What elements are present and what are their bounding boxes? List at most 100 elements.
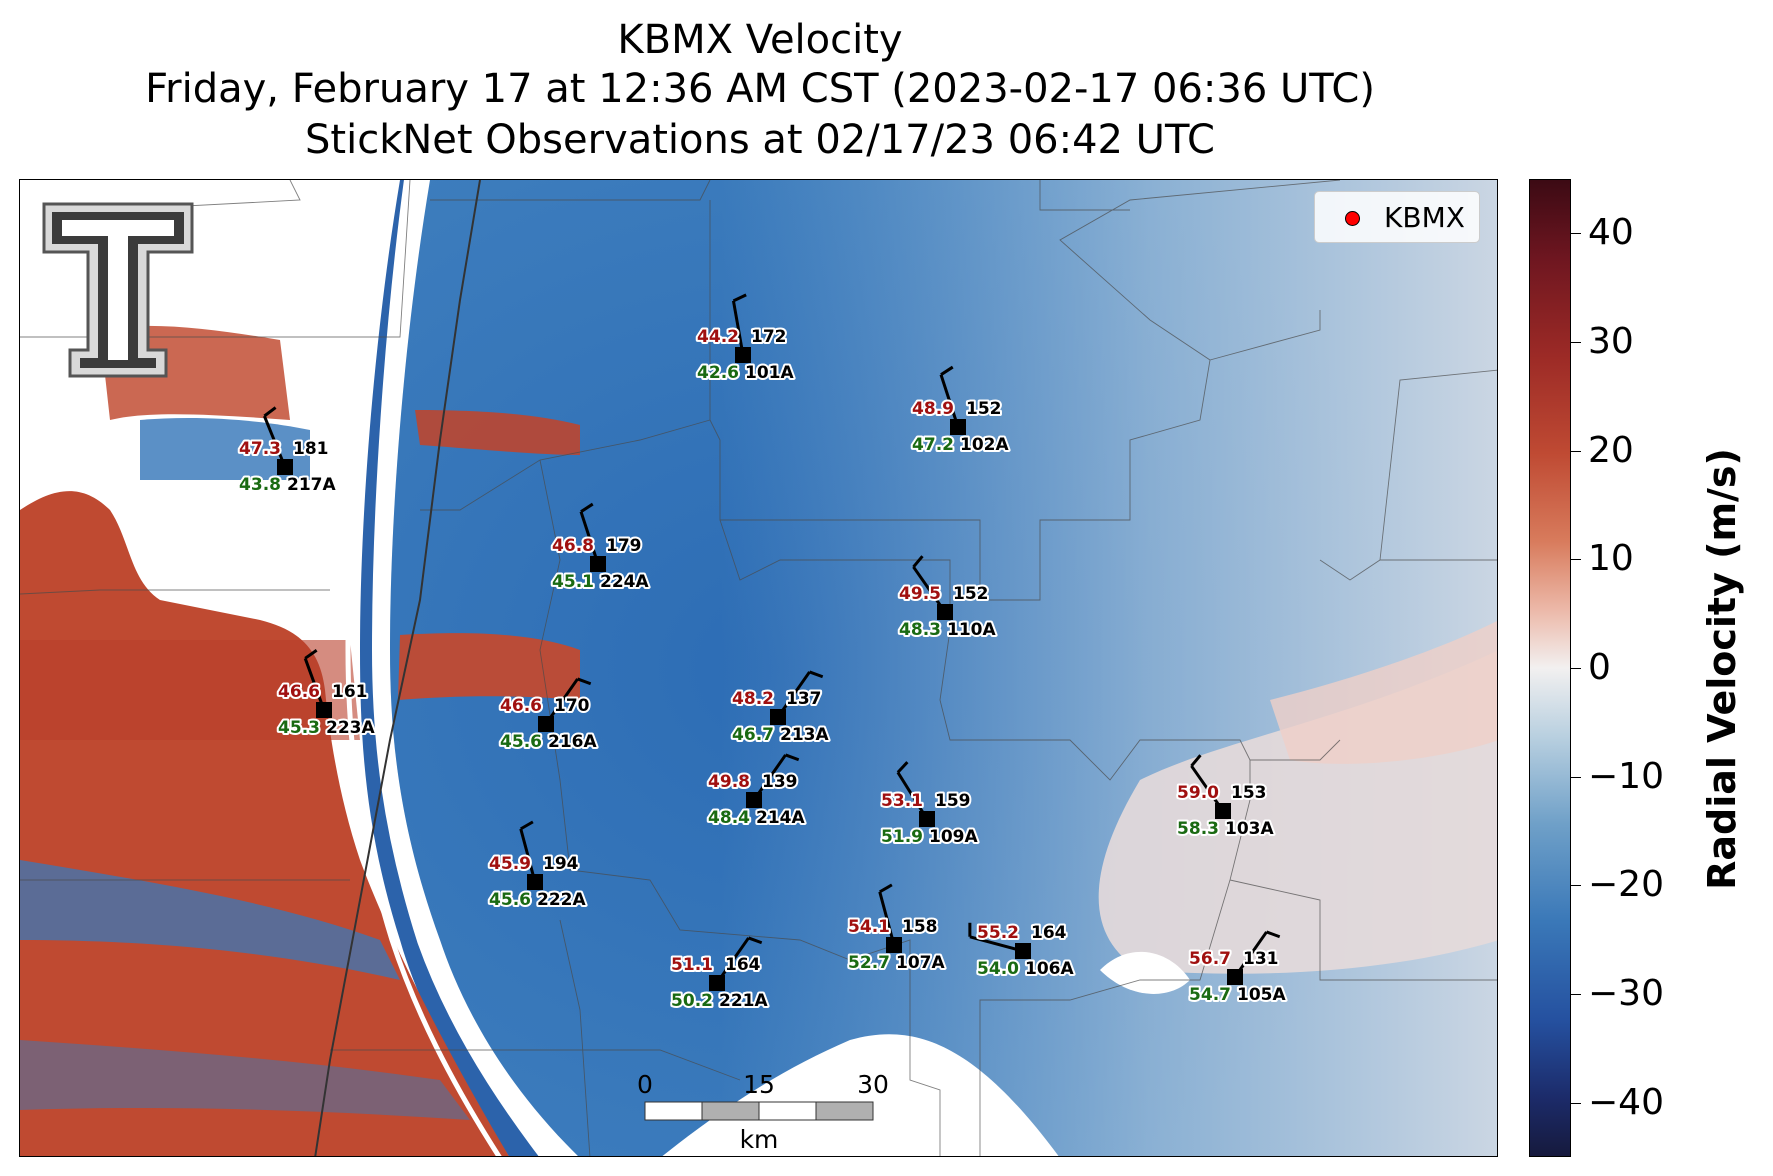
- state-border: [314, 180, 481, 1156]
- radar-site-marker-icon: [1345, 211, 1360, 226]
- scale-label-15: 15: [743, 1070, 775, 1099]
- station-id-label: 109A: [929, 827, 978, 847]
- station-red-value: 54.1: [848, 917, 890, 937]
- station-221a: 51.1 164 50.2 221A: [669, 936, 770, 1013]
- wind-barb-flag: [520, 820, 534, 831]
- wind-barb-flag: [912, 555, 924, 568]
- station-direction-value: 161: [332, 682, 368, 702]
- station-id-label: 105A: [1237, 985, 1286, 1005]
- wind-barb-flag: [785, 753, 800, 762]
- colorbar-tick: [1571, 1102, 1581, 1104]
- station-red-value: 48.9: [912, 399, 954, 419]
- colorbar-tick: [1571, 668, 1581, 669]
- station-direction-value: 131: [1243, 949, 1279, 969]
- station-green-value: 43.8: [239, 475, 281, 495]
- colorbar-tick-label: 30: [1588, 321, 1634, 362]
- station-red-value: 46.6: [500, 696, 542, 716]
- station-direction-value: 152: [966, 399, 1002, 419]
- station-green-value: 54.7: [1189, 985, 1231, 1005]
- station-224a: 46.8 179 45.1 224A: [550, 502, 651, 594]
- colorbar-title: Radial Velocity (m/s): [1700, 448, 1744, 890]
- station-red-value: 49.5: [899, 584, 941, 604]
- station-green-value: 50.2: [671, 991, 713, 1011]
- station-red-value: 48.2: [732, 689, 774, 709]
- station-marker-icon: [709, 975, 725, 991]
- wind-barb-flag: [879, 883, 893, 894]
- station-green-value: 45.3: [278, 718, 320, 738]
- station-marker-icon: [937, 604, 953, 620]
- station-marker-icon: [1227, 969, 1243, 985]
- wind-barb-shaft: [519, 828, 537, 883]
- colorbar-tick: [1571, 559, 1581, 561]
- station-id-label: 107A: [896, 953, 945, 973]
- station-id-label: 213A: [780, 725, 829, 745]
- station-id-label: 103A: [1225, 819, 1274, 839]
- station-green-value: 47.2: [912, 435, 954, 455]
- station-marker-icon: [950, 419, 966, 435]
- station-direction-value: 153: [1231, 783, 1267, 803]
- station-marker-icon: [746, 792, 762, 808]
- station-marker-icon: [886, 937, 902, 953]
- scale-bar: 0 15 30 km: [637, 1070, 889, 1154]
- station-217a: 47.3 181 43.8 217A: [237, 406, 338, 497]
- wind-barb-flag: [748, 936, 763, 945]
- colorbar-tick-label: 0: [1588, 647, 1611, 688]
- map-legend: KBMX: [1314, 191, 1480, 243]
- station-direction-value: 164: [1031, 923, 1067, 943]
- station-marker-icon: [735, 347, 751, 363]
- station-105a: 56.7 131 54.7 105A: [1187, 930, 1288, 1007]
- texas-tech-double-t-logo-icon: [40, 200, 196, 380]
- station-direction-value: 158: [902, 917, 938, 937]
- station-103a: 59.0 153 58.3 103A: [1175, 754, 1276, 841]
- station-direction-value: 139: [762, 772, 798, 792]
- wind-barb-shaft: [579, 511, 600, 565]
- station-red-value: 44.2: [697, 327, 739, 347]
- station-marker-icon: [919, 811, 935, 827]
- station-direction-value: 159: [935, 791, 971, 811]
- station-id-label: 217A: [287, 475, 336, 495]
- station-green-value: 54.0: [977, 959, 1019, 979]
- station-red-value: 46.8: [552, 536, 594, 556]
- wind-barb-flag: [1190, 754, 1202, 767]
- station-214a: 49.8 139 48.4 214A: [706, 753, 807, 830]
- wind-barb-shaft: [303, 657, 326, 711]
- station-213a: 48.2 137 46.7 213A: [730, 670, 831, 747]
- station-direction-value: 152: [953, 584, 989, 604]
- station-id-label: 101A: [745, 363, 794, 383]
- scale-unit: km: [740, 1125, 779, 1154]
- station-red-value: 56.7: [1189, 949, 1231, 969]
- wind-barb-flag: [940, 365, 954, 376]
- station-110a: 49.5 152 48.3 110A: [897, 555, 998, 642]
- station-red-value: 55.2: [977, 923, 1019, 943]
- station-direction-value: 137: [786, 689, 822, 709]
- station-marker-icon: [277, 459, 293, 475]
- legend-label: KBMX: [1384, 201, 1465, 234]
- station-direction-value: 194: [543, 854, 579, 874]
- colorbar-tick-label: 10: [1588, 538, 1634, 580]
- station-red-value: 53.1: [881, 791, 923, 811]
- wind-barb-flag: [1266, 930, 1281, 939]
- station-green-value: 52.7: [848, 953, 890, 973]
- station-direction-value: 181: [293, 439, 329, 459]
- station-107a: 54.1 158 52.7 107A: [846, 883, 947, 975]
- station-green-value: 46.7: [732, 725, 774, 745]
- wind-barb-flag: [577, 677, 592, 686]
- station-102a: 48.9 152 47.2 102A: [910, 365, 1011, 457]
- station-green-value: 51.9: [881, 827, 923, 847]
- station-106a: 55.2 164 54.0 106A: [968, 921, 1076, 981]
- colorbar-tick: [1571, 342, 1581, 343]
- station-marker-icon: [538, 716, 554, 732]
- station-id-label: 224A: [600, 572, 649, 592]
- title-line-3: StickNet Observations at 02/17/23 06:42 …: [305, 117, 1215, 163]
- station-223a: 46.6 161 45.3 223A: [276, 649, 377, 740]
- station-109a: 53.1 159 51.9 109A: [879, 761, 980, 849]
- station-id-label: 106A: [1025, 959, 1074, 979]
- station-direction-value: 179: [606, 536, 642, 556]
- outbound-velocity-region: [20, 325, 580, 1156]
- radar-map: 0 15 30 km 44.2 172 42.6 101A 48.9 152 47.2 102…: [19, 179, 1498, 1157]
- station-red-value: 49.8: [708, 772, 750, 792]
- colorbar-tick-label: 40: [1588, 212, 1634, 254]
- title-line-2: Friday, February 17 at 12:36 AM CST (202…: [145, 66, 1375, 112]
- station-222a: 45.9 194 45.6 222A: [487, 820, 588, 912]
- wind-barb-flag: [809, 670, 824, 679]
